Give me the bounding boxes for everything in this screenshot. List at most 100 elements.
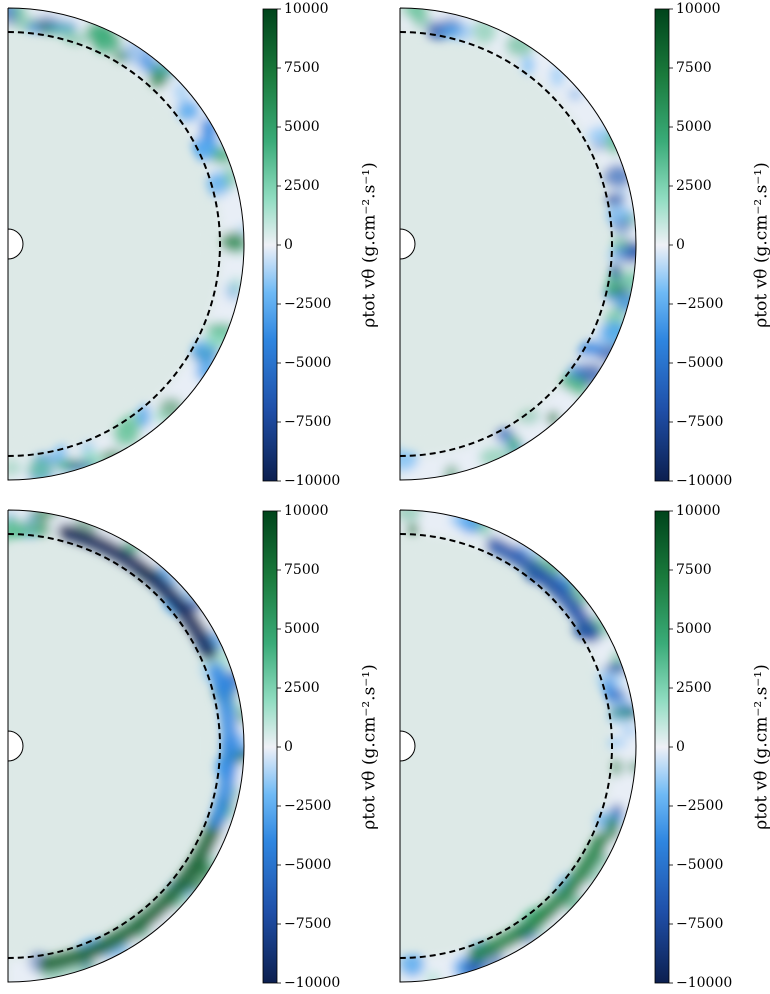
colorbar-tick-label: 7500: [284, 562, 320, 578]
colorbar-label: ρtot vθ (g.cm⁻².s⁻¹): [360, 664, 380, 829]
colorbar: [262, 8, 278, 482]
blob: [570, 376, 587, 395]
colorbar-tick-label: 5000: [284, 119, 320, 135]
colorbar-tick-label: −2500: [676, 798, 723, 814]
blob: [236, 224, 244, 235]
blob: [472, 18, 497, 44]
blob: [610, 757, 623, 777]
strong-band: [57, 523, 218, 661]
colorbar-tick-label: 10000: [676, 503, 721, 519]
outline: [399, 509, 637, 983]
blob: [154, 410, 168, 423]
colorbar-tick-label: −5000: [284, 857, 331, 873]
blob: [604, 193, 625, 206]
blob: [400, 446, 419, 472]
colorbar-tick-label: −10000: [284, 473, 340, 489]
inner-hole: [7, 730, 24, 762]
blob: [612, 218, 633, 236]
blob: [604, 272, 618, 298]
colorbar-tick-label: −2500: [676, 296, 723, 312]
blob: [176, 99, 201, 122]
blob: [26, 458, 53, 480]
colorbar-tick-label: 10000: [284, 1, 329, 17]
colorbar: [654, 510, 670, 984]
colorbar: [262, 510, 278, 984]
blob: [122, 40, 154, 66]
colorbar-label: ρtot vθ (g.cm⁻².s⁻¹): [360, 162, 380, 327]
blob: [113, 422, 140, 447]
inner-hole: [399, 228, 416, 260]
colorbar-tick-label: 0: [284, 237, 293, 253]
dashed-boundary: [7, 31, 221, 457]
dashed-boundary: [399, 31, 613, 457]
blob: [400, 510, 422, 522]
blob: [575, 341, 604, 357]
colorbar-tick-label: −7500: [676, 916, 723, 932]
blob: [444, 464, 460, 480]
panel: 10000 7500 5000 2500 0 −2500 −5000 −7500 −10000 ρ…: [399, 503, 770, 991]
blob: [615, 294, 636, 314]
inner-fill: [8, 39, 213, 449]
blob: [605, 815, 619, 841]
blob: [505, 33, 535, 57]
colorbar-tick-label: −10000: [284, 975, 340, 991]
blob: [12, 8, 27, 19]
blob: [205, 322, 237, 334]
blob: [620, 726, 636, 737]
blob: [54, 440, 67, 463]
colorbar-tick-label: 5000: [676, 119, 712, 135]
blob: [136, 403, 151, 429]
blob: [221, 231, 244, 252]
blob: [604, 662, 631, 674]
panel: 10000 7500 5000 2500 0 −2500 −5000 −7500 −10000 ρ…: [7, 1, 380, 489]
blob: [507, 434, 522, 455]
blob: [25, 512, 40, 523]
dashed-boundary: [7, 533, 221, 959]
blob: [610, 236, 629, 251]
blob: [202, 174, 231, 198]
colorbar-tick-label: 2500: [284, 178, 320, 194]
blob: [26, 23, 41, 34]
strong-band: [208, 662, 238, 830]
colorbar-tick-label: −5000: [676, 355, 723, 371]
blob: [515, 407, 541, 425]
inner-hole: [399, 730, 416, 762]
blob: [476, 511, 493, 537]
colorbar-tick-label: 0: [676, 237, 685, 253]
colorbar-tick-label: −7500: [284, 414, 331, 430]
blob: [605, 710, 634, 725]
colorbar-tick-label: −10000: [676, 975, 732, 991]
blob: [237, 707, 244, 725]
colorbar-tick-label: 7500: [676, 562, 712, 578]
colorbar-tick-label: −2500: [284, 798, 331, 814]
inner-fill: [400, 541, 605, 951]
colorbar-tick-label: 0: [676, 739, 685, 755]
blob: [85, 20, 115, 45]
blob: [493, 425, 515, 441]
strong-band: [467, 831, 610, 963]
blob: [604, 247, 630, 262]
blob: [566, 362, 585, 379]
blob: [8, 459, 23, 477]
strong-band: [485, 536, 601, 643]
colorbar-tick-label: 0: [284, 739, 293, 755]
inner-hole: [7, 228, 24, 260]
dashed-boundary: [399, 533, 613, 959]
inner-fill: [8, 541, 213, 951]
colorbar-label: ρtot vθ (g.cm⁻².s⁻¹): [752, 162, 770, 327]
blob: [406, 523, 419, 536]
colorbar-tick-label: 2500: [676, 680, 712, 696]
blob: [195, 360, 220, 383]
colorbar-tick-label: 10000: [284, 503, 329, 519]
blob: [587, 126, 620, 144]
colorbar-tick-label: −10000: [676, 473, 732, 489]
blob: [173, 82, 190, 102]
blob: [447, 21, 473, 42]
colorbar-tick-label: 2500: [284, 680, 320, 696]
colorbar: [654, 8, 670, 482]
blob: [400, 952, 425, 977]
colorbar-tick-label: 5000: [284, 621, 320, 637]
blob: [66, 460, 96, 472]
colorbar-tick-label: −5000: [284, 355, 331, 371]
